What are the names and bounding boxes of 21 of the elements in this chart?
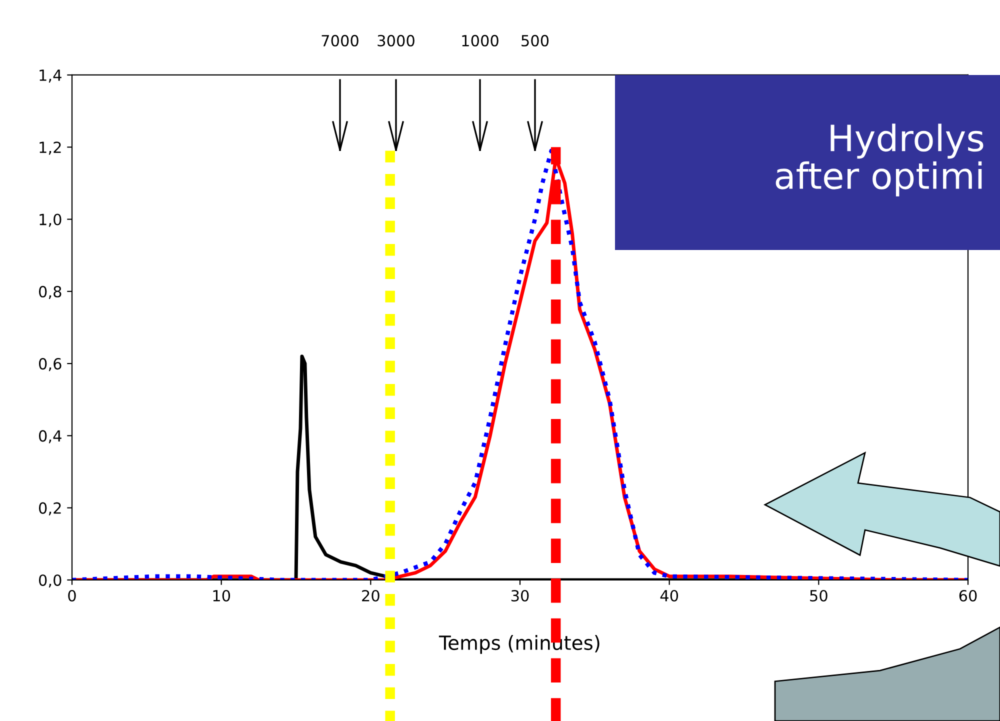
- text: 1000: [462, 34, 498, 46]
- annotation: Hydrolys after optimi: [776, 124, 984, 196]
- y-tick-label: 1,2: [40, 142, 61, 155]
- x-tick-label: 10: [213, 590, 230, 602]
- x-tick-label: 50: [810, 590, 828, 602]
- x-tick-label: 60: [959, 590, 977, 602]
- x-tick-label: 0: [68, 590, 76, 602]
- y-tick-label: 0,6: [38, 358, 62, 372]
- y-tick-label: 0,2: [38, 502, 61, 516]
- y-tick-label: 1,0: [40, 214, 62, 227]
- y-tick-label: 0,8: [38, 286, 62, 299]
- text: 7000: [322, 34, 358, 46]
- y-tick-label: 0,4: [38, 430, 62, 444]
- x-axis-title: Temps (minutes): [438, 635, 600, 654]
- y-tick-label: 0,0: [38, 574, 62, 588]
- text: 3000: [378, 34, 414, 46]
- x-tick-label: 40: [660, 590, 678, 602]
- x-tick-label: 30: [511, 590, 529, 602]
- text: 500: [522, 34, 549, 46]
- x-tick-label: 20: [362, 590, 380, 602]
- y-tick-label: 1,4: [40, 70, 62, 83]
